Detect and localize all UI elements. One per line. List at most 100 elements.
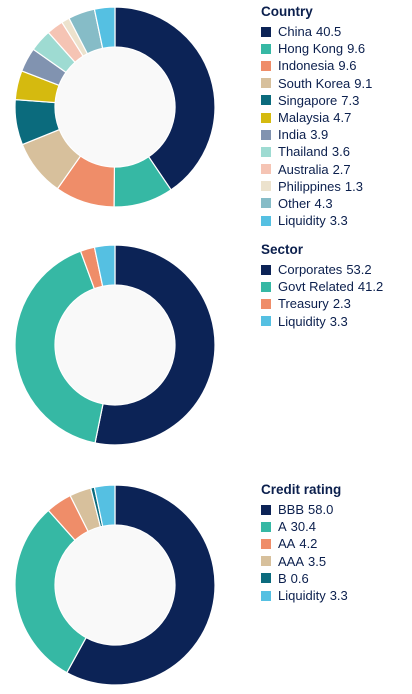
legend-item-singapore: Singapore 7.3	[261, 92, 372, 109]
legend-value: 3.3	[329, 213, 348, 229]
legend-item-aaa: AAA 3.5	[261, 553, 348, 570]
legend-label: BBB	[278, 502, 305, 518]
legend-value: 3.5	[308, 553, 327, 569]
legend-value: 4.7	[333, 110, 352, 126]
legend-swatch	[261, 521, 271, 532]
legend-item-bbb: BBB 58.0	[261, 501, 348, 518]
legend-item-other: Other 4.3	[261, 195, 372, 212]
slice-liquidity	[93, 6, 116, 49]
legend-label: B	[278, 570, 287, 586]
legend-value: 4.2	[299, 536, 318, 552]
legend-label: Hong Kong	[278, 41, 344, 57]
legend-item-a: A 30.4	[261, 518, 348, 535]
legend-value: 2.3	[332, 296, 351, 312]
legend-item-indonesia: Indonesia 9.6	[261, 57, 372, 74]
legend-item-china: China 40.5	[261, 23, 372, 40]
legend-value: 4.3	[314, 195, 333, 211]
legend-item-b: B 0.6	[261, 570, 348, 587]
legend-swatch	[261, 573, 271, 584]
credit-rating-legend-title: Credit rating	[261, 482, 342, 497]
legend-label: Thailand	[278, 144, 328, 160]
legend-swatch	[261, 264, 271, 275]
credit-rating-legend-list: BBB 58.0 A 30.4 AA 4.2 AAA 3.5 B 0.6 Liquidity 3.3	[261, 501, 348, 604]
legend-item-liquidity: Liquidity 3.3	[261, 587, 348, 604]
legend-item-liquidity: Liquidity 3.3	[261, 313, 383, 330]
legend-swatch	[261, 316, 271, 327]
legend-item-treasury: Treasury 2.3	[261, 295, 383, 312]
legend-value: 0.6	[290, 570, 309, 586]
legend-label: Malaysia	[278, 110, 330, 126]
slice-corporates	[94, 244, 216, 446]
legend-label: AA	[278, 536, 296, 552]
legend-value: 41.2	[357, 279, 384, 295]
legend-label: Liquidity	[278, 313, 326, 329]
slice-govt-related	[14, 250, 104, 444]
legend-item-govt-related: Govt Related 41.2	[261, 278, 383, 295]
legend-swatch	[261, 26, 271, 37]
legend-value: 2.7	[332, 161, 351, 177]
legend-value: 9.6	[347, 41, 366, 57]
legend-swatch	[261, 538, 271, 549]
legend-item-australia: Australia 2.7	[261, 161, 372, 178]
slice-a	[14, 509, 87, 674]
legend-swatch	[261, 281, 271, 292]
legend-value: 30.4	[290, 519, 316, 535]
slice-china	[114, 6, 216, 191]
legend-item-hong-kong: Hong Kong 9.6	[261, 40, 372, 57]
legend-label: AAA	[278, 553, 305, 569]
legend-swatch	[261, 60, 271, 71]
slice-liquidity	[93, 484, 116, 527]
legend-label: Treasury	[278, 296, 329, 312]
legend-swatch	[261, 181, 271, 192]
legend-value: 3.9	[310, 127, 329, 143]
sector-chart-panel: Sector Corporates 53.2 Govt Related 41.2 Tre…	[0, 238, 412, 458]
country-legend: Country China 40.5 Hong Kong 9.6 Indonesia 9.…	[261, 4, 372, 229]
sector-donut-chart	[14, 244, 216, 446]
slice-bbb	[66, 484, 216, 686]
legend-value: 1.3	[344, 178, 363, 194]
country-legend-list: China 40.5 Hong Kong 9.6 Indonesia 9.6 South K…	[261, 23, 372, 229]
legend-label: Liquidity	[278, 588, 326, 604]
slice-liquidity	[93, 244, 116, 287]
sector-legend-list: Corporates 53.2 Govt Related 41.2 Treasury 2.…	[261, 261, 383, 330]
credit-rating-legend: Credit rating BBB 58.0 A 30.4 AA 4.2 AAA 3.5 B 0.…	[261, 482, 348, 604]
legend-value: 3.3	[329, 588, 348, 604]
legend-label: Indonesia	[278, 58, 335, 74]
legend-swatch	[261, 146, 271, 157]
donut-hole	[55, 47, 175, 167]
country-donut-chart	[14, 6, 216, 208]
legend-swatch	[261, 590, 271, 601]
legend-item-india: India 3.9	[261, 126, 372, 143]
legend-label: Govt Related	[278, 279, 354, 295]
credit-rating-chart-panel: Credit rating BBB 58.0 A 30.4 AA 4.2 AAA 3.5 B 0.…	[0, 478, 412, 694]
legend-label: Australia	[278, 161, 329, 177]
legend-swatch	[261, 112, 271, 123]
legend-swatch	[261, 556, 271, 567]
legend-value: 3.6	[331, 144, 350, 160]
legend-label: India	[278, 127, 307, 143]
country-legend-title: Country	[261, 4, 313, 19]
legend-item-south-korea: South Korea 9.1	[261, 75, 372, 92]
legend-label: Other	[278, 195, 311, 211]
legend-swatch	[261, 78, 271, 89]
legend-label: China	[278, 24, 312, 40]
legend-label: Philippines	[278, 178, 341, 194]
legend-swatch	[261, 95, 271, 106]
legend-label: Corporates	[278, 262, 343, 278]
legend-label: Liquidity	[278, 213, 326, 229]
legend-swatch	[261, 129, 271, 140]
sector-legend-title: Sector	[261, 242, 304, 257]
legend-value: 9.1	[354, 75, 373, 91]
legend-swatch	[261, 164, 271, 175]
legend-value: 3.3	[329, 313, 348, 329]
donut-hole	[55, 525, 175, 645]
legend-value: 7.3	[341, 92, 360, 108]
legend-swatch	[261, 43, 271, 54]
legend-label: Singapore	[278, 92, 338, 108]
legend-swatch	[261, 504, 271, 515]
credit-rating-donut-chart	[14, 484, 216, 686]
legend-item-malaysia: Malaysia 4.7	[261, 109, 372, 126]
legend-item-thailand: Thailand 3.6	[261, 143, 372, 160]
legend-item-philippines: Philippines 1.3	[261, 178, 372, 195]
donut-hole	[55, 285, 175, 405]
